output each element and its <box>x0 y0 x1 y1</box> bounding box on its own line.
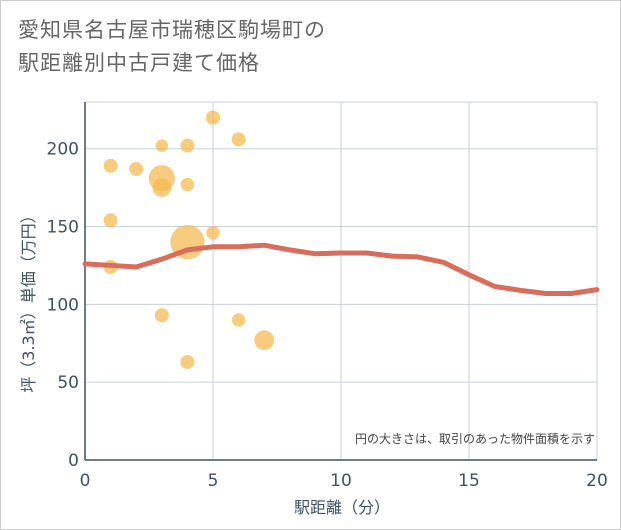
y-tick-label-4: 200 <box>47 140 79 160</box>
x-tick-label-1: 5 <box>208 471 219 491</box>
x-tick-label-4: 20 <box>586 471 608 491</box>
bubble-point-8 <box>180 138 195 153</box>
y-tick-label-3: 150 <box>47 218 79 238</box>
bubble-point-4 <box>155 139 169 152</box>
y-tick-label-2: 100 <box>47 295 79 315</box>
bubble-point-6 <box>152 178 172 198</box>
bubble-point-13 <box>206 226 220 240</box>
y-tick-label-1: 50 <box>57 373 79 393</box>
bubble-point-11 <box>180 354 195 369</box>
bubble-point-12 <box>206 110 220 125</box>
y-axis-label: 坪（3.3㎡）単価（万円） <box>19 207 38 392</box>
bubble-point-3 <box>129 161 144 176</box>
chart-title: 愛知県名古屋市瑞穂区駒場町の 駅距離別中古戸建て価格 <box>18 14 326 80</box>
bubble-point-7 <box>154 308 169 323</box>
y-tick-label-0: 0 <box>68 451 79 471</box>
bubble-point-0 <box>103 158 118 173</box>
x-tick-label-0: 0 <box>80 471 91 491</box>
chart-title-line-2: 駅距離別中古戸建て価格 <box>18 51 260 75</box>
x-tick-label-3: 15 <box>458 471 480 491</box>
x-axis-label: 駅距離（分） <box>294 498 390 517</box>
trend-line <box>82 242 600 296</box>
chart-title-line-1: 愛知県名古屋市瑞穂区駒場町の <box>18 18 326 42</box>
bubble-point-9 <box>180 177 195 192</box>
size-note: 円の大きさは、取引のあった物件面積を示す <box>355 431 595 446</box>
bubble-point-16 <box>254 330 275 351</box>
bubble-point-1 <box>103 213 118 228</box>
bubble-point-15 <box>231 313 246 327</box>
grid <box>84 101 598 461</box>
bubbles <box>103 110 275 369</box>
bubble-point-14 <box>231 132 246 147</box>
x-tick-label-2: 10 <box>330 471 352 491</box>
